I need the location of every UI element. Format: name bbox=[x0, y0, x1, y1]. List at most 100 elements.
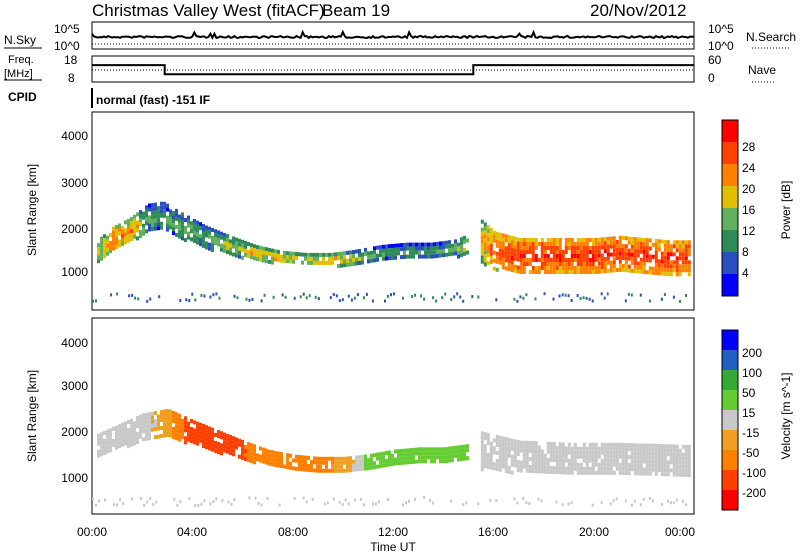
heatmap-cell-1 bbox=[489, 251, 493, 256]
heatmap-cell-1 bbox=[591, 450, 595, 455]
heatmap-cell-0 bbox=[196, 232, 199, 237]
heatmap-cell-0 bbox=[361, 454, 364, 459]
heatmap-cell-0 bbox=[262, 451, 265, 456]
heatmap-cell-0 bbox=[220, 447, 223, 452]
heatmap-cell-0 bbox=[148, 432, 151, 437]
heatmap-cell-0 bbox=[412, 455, 415, 460]
heatmap-cell-0 bbox=[355, 463, 358, 468]
heatmap-cell-scatter bbox=[639, 293, 642, 297]
heatmap-cell-scatter bbox=[149, 297, 152, 301]
heatmap-cell-0 bbox=[250, 455, 253, 460]
heatmap-cell-0 bbox=[148, 215, 151, 220]
heatmap-cell-1 bbox=[669, 264, 673, 269]
heatmap-cell-1 bbox=[591, 270, 595, 274]
heatmap-cell-1 bbox=[537, 469, 541, 474]
heatmap-cell-1 bbox=[597, 466, 601, 471]
heatmap-cell-0 bbox=[328, 468, 331, 473]
heatmap-cell-1 bbox=[531, 270, 535, 274]
heatmap-cell-1 bbox=[528, 246, 532, 250]
cpid-label: CPID bbox=[8, 90, 37, 104]
heatmap-cell-1 bbox=[612, 458, 616, 463]
heatmap-cell-0 bbox=[181, 431, 184, 435]
heatmap-cell-0 bbox=[373, 250, 376, 255]
heatmap-cell-1 bbox=[525, 456, 529, 461]
heatmap-cell-1 bbox=[510, 244, 514, 248]
heatmap-cell-scatter bbox=[218, 296, 221, 300]
heatmap-cell-1 bbox=[564, 450, 568, 455]
heatmap-cell-1 bbox=[636, 463, 640, 468]
heatmap-cell-1 bbox=[498, 244, 502, 249]
heatmap-cell-1 bbox=[588, 258, 592, 262]
heatmap-cell-0 bbox=[208, 242, 211, 247]
heatmap-cell-1 bbox=[504, 437, 508, 442]
xtick-1200: 12:00 bbox=[378, 525, 408, 539]
heatmap-cell-scatter bbox=[537, 497, 540, 501]
heatmap-cell-1 bbox=[600, 257, 604, 262]
heatmap-cell-0 bbox=[172, 231, 175, 236]
heatmap-cell-1 bbox=[552, 250, 556, 254]
heatmap-cell-0 bbox=[121, 442, 124, 447]
heatmap-cell-1 bbox=[579, 450, 583, 455]
heatmap-cell-1 bbox=[561, 258, 565, 262]
heatmap-cell-0 bbox=[205, 429, 208, 434]
heatmap-cell-1 bbox=[624, 248, 628, 253]
heatmap-cell-1 bbox=[576, 454, 580, 459]
heatmap-cell-0 bbox=[166, 227, 169, 232]
heatmap-cell-scatter bbox=[347, 502, 350, 506]
heatmap-cell-1 bbox=[684, 244, 688, 249]
heatmap-cell-1 bbox=[675, 260, 679, 265]
heatmap-cell-scatter bbox=[660, 503, 663, 506]
heatmap-cell-scatter bbox=[588, 297, 591, 301]
heatmap-cell-1 bbox=[654, 255, 658, 259]
heatmap-cell-0 bbox=[394, 461, 397, 466]
heatmap-cell-0 bbox=[175, 212, 178, 217]
heatmap-cell-1 bbox=[615, 248, 619, 252]
heatmap-cell-1 bbox=[591, 446, 595, 451]
heatmap-cell-0 bbox=[100, 248, 103, 253]
plot-title: Christmas Valley West (fitACF) bbox=[92, 1, 325, 20]
heatmap-cell-1 bbox=[678, 268, 682, 273]
heatmap-cell-1 bbox=[546, 469, 550, 474]
heatmap-cell-1 bbox=[678, 448, 682, 453]
heatmap-cell-0 bbox=[181, 216, 184, 221]
heatmap-cell-0 bbox=[202, 239, 205, 244]
heatmap-cell-0 bbox=[124, 425, 127, 430]
heatmap-cell-1 bbox=[648, 246, 652, 251]
heatmap-cell-1 bbox=[594, 454, 598, 459]
heatmap-cell-scatter bbox=[353, 498, 356, 502]
heatmap-cell-scatter bbox=[387, 294, 389, 298]
heatmap-cell-0 bbox=[430, 254, 433, 259]
heatmap-cell-0 bbox=[136, 432, 139, 437]
heatmap-cell-0 bbox=[340, 255, 343, 260]
heatmap-cell-0 bbox=[211, 447, 214, 452]
heatmap-cell-1 bbox=[582, 238, 586, 242]
heatmap-cell-0 bbox=[124, 421, 127, 426]
heatmap-cell-0 bbox=[391, 248, 394, 252]
heatmap-cell-0 bbox=[187, 235, 190, 240]
heatmap-cell-0 bbox=[118, 436, 121, 441]
heatmap-cell-0 bbox=[331, 252, 334, 257]
heatmap-cell-0 bbox=[400, 448, 403, 453]
heatmap-cell-1 bbox=[645, 451, 649, 456]
heatmap-cell-1 bbox=[573, 250, 577, 254]
heatmap-cell-1 bbox=[654, 263, 658, 267]
heatmap-cell-0 bbox=[142, 417, 145, 422]
heatmap-cell-1 bbox=[528, 469, 532, 473]
heatmap-cell-1 bbox=[600, 261, 604, 266]
heatmap-cell-scatter bbox=[432, 296, 435, 300]
heatmap-cell-0 bbox=[172, 410, 175, 415]
heatmap-cell-0 bbox=[334, 456, 337, 461]
heatmap-cell-0 bbox=[289, 465, 292, 470]
heatmap-cell-1 bbox=[639, 269, 643, 274]
heatmap-cell-0 bbox=[406, 452, 409, 457]
heatmap-cell-1 bbox=[510, 458, 514, 463]
heatmap-cell-0 bbox=[211, 439, 214, 444]
heatmap-cell-1 bbox=[501, 444, 505, 449]
heatmap-cell-1 bbox=[555, 466, 559, 471]
heatmap-cell-1 bbox=[621, 470, 625, 475]
heatmap-cell-scatter bbox=[248, 298, 251, 302]
heatmap-cell-0 bbox=[364, 247, 367, 252]
heatmap-cell-0 bbox=[274, 450, 277, 455]
heatmap-cell-0 bbox=[292, 251, 295, 256]
heatmap-cell-0 bbox=[295, 458, 298, 463]
